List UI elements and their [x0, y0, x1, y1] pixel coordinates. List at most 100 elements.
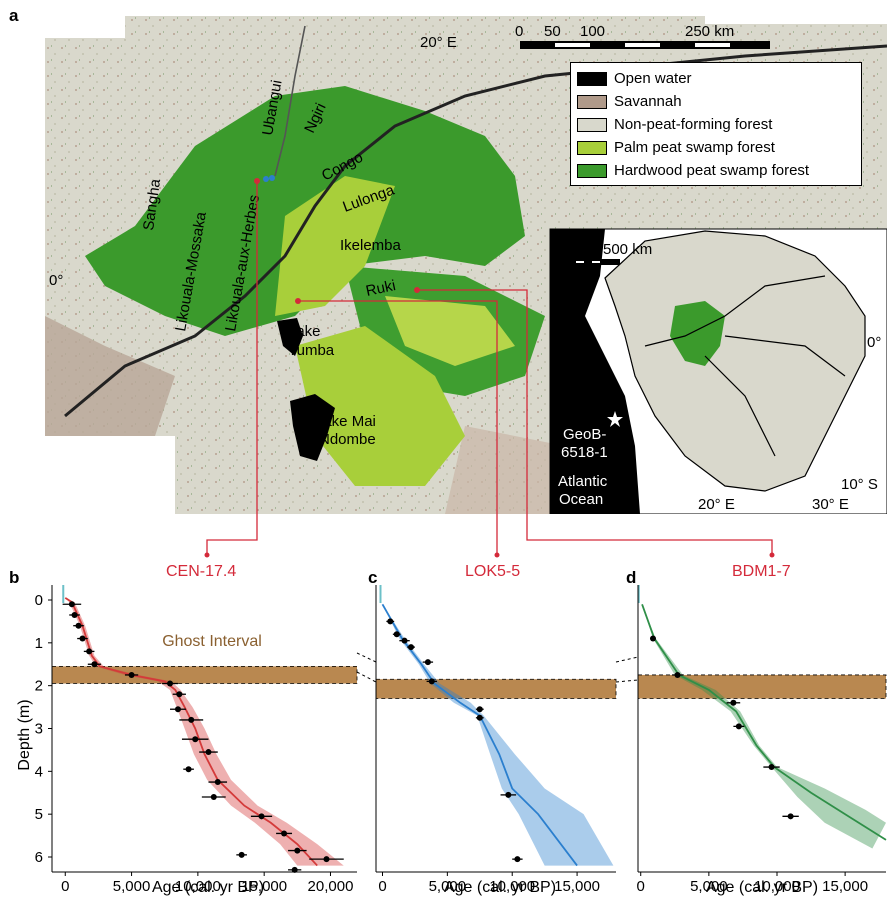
- map-legend: Open water Savannah Non-peat-forming for…: [570, 62, 862, 186]
- date-point: [210, 794, 217, 801]
- date-point: [86, 648, 93, 655]
- chart-cen: 0 5,000 10,000 15,000 20,000 0 1 2 3 4 5 6: [35, 585, 358, 895]
- date-point: [205, 749, 212, 756]
- legend-row-non-peat: Non-peat-forming forest: [577, 113, 855, 136]
- x-axis-label-c: Age (cal. yr BP): [444, 879, 556, 896]
- x-tick-label: 5,000: [690, 878, 728, 895]
- date-point: [476, 714, 483, 721]
- y-tick-label: 1: [35, 635, 43, 652]
- date-point: [281, 830, 288, 837]
- x-tick-label: 0: [637, 878, 645, 895]
- date-point: [258, 813, 265, 820]
- legend-label: Non-peat-forming forest: [614, 116, 773, 133]
- date-point: [214, 779, 221, 786]
- x-tick-label: 0: [61, 878, 69, 895]
- panel-letter-d: d: [626, 568, 637, 587]
- x-tick-label: 5,000: [113, 878, 151, 895]
- date-point: [128, 671, 135, 678]
- legend-swatch: [577, 140, 607, 155]
- x-tick-label: 15,000: [822, 878, 868, 895]
- y-tick-label: 2: [35, 678, 43, 695]
- date-point: [188, 716, 195, 723]
- legend-row-savannah: Savannah: [577, 90, 855, 113]
- x-tick-label: 20,000: [308, 878, 354, 895]
- legend-row-open-water: Open water: [577, 67, 855, 90]
- x-axis-label-b: Age (cal. yr BP): [152, 879, 264, 896]
- legend-row-palm: Palm peat swamp forest: [577, 136, 855, 159]
- y-tick-label: 3: [35, 721, 43, 738]
- core-label-bdm: BDM1-7: [732, 563, 791, 580]
- legend-label: Hardwood peat swamp forest: [614, 162, 810, 179]
- date-point: [428, 678, 435, 685]
- lake-tumba: [277, 318, 303, 356]
- date-point: [75, 622, 82, 629]
- inset-lon-30: 30° E: [812, 496, 849, 513]
- ghost-interval-band: [375, 678, 617, 699]
- uncertainty-band: [382, 604, 614, 866]
- date-point: [476, 706, 483, 713]
- ghost-interval-band: [637, 674, 887, 699]
- ghost-connector: [615, 656, 639, 663]
- chart-bdm: 0 5,000 10,000 15,000: [637, 585, 887, 895]
- date-point: [91, 661, 98, 668]
- palm-peat-area: [275, 176, 395, 316]
- river-label-ruki: Ruki: [364, 277, 397, 300]
- date-point: [768, 764, 775, 771]
- latitude-label: 0°: [49, 272, 63, 289]
- x-tick-label: 10,000: [489, 878, 535, 895]
- y-tick-label: 5: [35, 806, 43, 823]
- site-blue-2: [269, 175, 275, 181]
- date-point: [174, 706, 181, 713]
- ghost-connector: [615, 679, 639, 683]
- date-point: [787, 813, 794, 820]
- ghost-interval-band: [51, 665, 358, 684]
- date-point: [71, 611, 78, 618]
- median-line: [641, 603, 887, 841]
- inset-scale-500: 500 km: [603, 241, 652, 258]
- longitude-label: 20° E: [420, 34, 457, 51]
- legend-swatch: [577, 94, 607, 109]
- date-point: [505, 791, 512, 798]
- legend-swatch: [577, 163, 607, 178]
- core-label-lok: LOK5-5: [465, 563, 521, 580]
- scalebar: 0 50 100 250 km: [515, 23, 770, 49]
- x-tick-label: 10,000: [175, 878, 221, 895]
- y-tick-label: 0: [35, 592, 43, 609]
- legend-swatch: [577, 71, 607, 86]
- river-label-ikelemba: Ikelemba: [340, 237, 402, 254]
- median-line: [64, 597, 318, 867]
- y-tick-label: 6: [35, 849, 43, 866]
- date-point: [735, 723, 742, 730]
- core-label-cen: CEN-17.4: [166, 563, 237, 580]
- date-point: [192, 736, 199, 743]
- date-point: [176, 691, 183, 698]
- legend-label: Open water: [614, 70, 692, 87]
- x-axis-label-d: Age (cal. yr BP): [706, 879, 818, 896]
- date-point: [167, 680, 174, 687]
- date-point: [294, 847, 301, 854]
- date-point: [674, 671, 681, 678]
- date-point: [387, 618, 394, 625]
- ghost-connector: [356, 652, 377, 663]
- x-tick-label: 15,000: [241, 878, 287, 895]
- x-tick-label: 0: [378, 878, 386, 895]
- date-point: [649, 635, 656, 642]
- inset-lat-10: 10° S: [841, 476, 878, 493]
- date-point: [401, 637, 408, 644]
- legend-swatch: [577, 117, 607, 132]
- legend-label: Savannah: [614, 93, 682, 110]
- panel-letter-c: c: [368, 568, 378, 587]
- scalebar-tick-100: 100: [580, 23, 605, 40]
- scalebar-tick-0: 0: [515, 23, 523, 40]
- median-line: [381, 603, 578, 867]
- date-point: [730, 699, 737, 706]
- y-axis-label: Depth (m): [16, 699, 33, 770]
- date-point: [79, 635, 86, 642]
- panel-letter-a: a: [9, 6, 19, 25]
- date-point: [185, 766, 192, 773]
- uncertainty-band: [65, 597, 344, 866]
- scalebar-tick-50: 50: [544, 23, 561, 40]
- date-point: [238, 851, 245, 858]
- uncertainty-band: [642, 604, 886, 849]
